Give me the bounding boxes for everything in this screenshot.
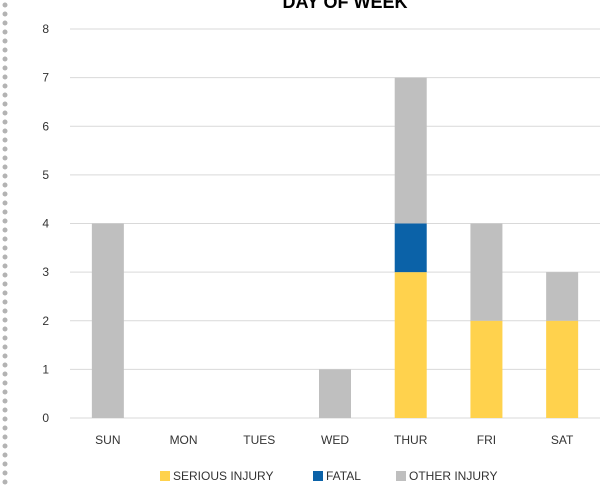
border-dot	[2, 155, 8, 161]
dotted-border-decoration	[2, 2, 8, 485]
border-dot	[2, 236, 8, 242]
border-dot	[2, 425, 8, 431]
border-dot	[2, 191, 8, 197]
border-dot	[2, 398, 8, 404]
bar-segment-serious-injury	[470, 320, 503, 418]
x-tick-label: FRI	[477, 433, 496, 447]
border-dot	[2, 146, 8, 152]
y-tick-label: 3	[42, 265, 49, 279]
border-dot	[2, 290, 8, 296]
border-dot	[2, 380, 8, 386]
border-dot	[2, 92, 8, 98]
bar-segment-serious-injury	[394, 272, 427, 418]
border-dot	[2, 362, 8, 368]
border-dot	[2, 29, 8, 35]
legend-swatch	[396, 471, 406, 481]
border-dot	[2, 353, 8, 359]
y-tick-label: 6	[42, 119, 49, 133]
border-dot	[2, 173, 8, 179]
border-dot	[2, 443, 8, 449]
border-dot	[2, 272, 8, 278]
border-dot	[2, 119, 8, 125]
border-dot	[2, 281, 8, 287]
y-tick-label: 8	[42, 22, 49, 36]
x-tick-label: SUN	[95, 433, 120, 447]
border-dot	[2, 371, 8, 377]
x-tick-label: SAT	[551, 433, 574, 447]
y-tick-label: 5	[42, 168, 49, 182]
bar-segment-fatal	[394, 223, 427, 273]
bar-segment-serious-injury	[546, 320, 579, 418]
border-dot	[2, 209, 8, 215]
y-tick-label: 2	[42, 314, 49, 328]
border-dot	[2, 110, 8, 116]
border-dot	[2, 461, 8, 467]
border-dot	[2, 38, 8, 44]
y-axis-tick-labels: 0 1 2 3 4 5 6 7 8	[42, 22, 49, 425]
border-dot	[2, 11, 8, 17]
border-dot	[2, 164, 8, 170]
border-dot	[2, 56, 8, 62]
y-tick-label: 1	[42, 362, 49, 376]
border-dot	[2, 470, 8, 476]
x-tick-label: MON	[170, 433, 198, 447]
border-dot	[2, 254, 8, 260]
border-dot	[2, 218, 8, 224]
border-dot	[2, 74, 8, 80]
border-dot	[2, 335, 8, 341]
bar-segment-other-injury	[91, 223, 124, 418]
y-tick-label: 0	[42, 411, 49, 425]
x-tick-label: THUR	[394, 433, 428, 447]
x-tick-label: TUES	[243, 433, 275, 447]
legend: SERIOUS INJURY FATAL OTHER INJURY	[160, 469, 497, 483]
border-dot	[2, 479, 8, 485]
border-dot	[2, 389, 8, 395]
border-dot	[2, 101, 8, 107]
y-tick-label: 7	[42, 71, 49, 85]
border-dot	[2, 2, 8, 8]
border-dot	[2, 182, 8, 188]
border-dot	[2, 128, 8, 134]
border-dot	[2, 263, 8, 269]
border-dot	[2, 47, 8, 53]
border-dot	[2, 452, 8, 458]
border-dot	[2, 245, 8, 251]
bars	[91, 77, 579, 418]
gridlines	[70, 28, 600, 419]
border-dot	[2, 200, 8, 206]
bar-segment-other-injury	[546, 272, 579, 321]
border-dot	[2, 416, 8, 422]
legend-swatch	[313, 471, 323, 481]
border-dot	[2, 65, 8, 71]
border-dot	[2, 344, 8, 350]
legend-swatch	[160, 471, 170, 481]
border-dot	[2, 20, 8, 26]
bar-segment-other-injury	[319, 369, 351, 418]
legend-label: FATAL	[326, 469, 361, 483]
border-dot	[2, 407, 8, 413]
legend-label: SERIOUS INJURY	[173, 469, 273, 483]
border-dot	[2, 308, 8, 314]
border-dot	[2, 227, 8, 233]
x-tick-label: WED	[321, 433, 349, 447]
border-dot	[2, 434, 8, 440]
border-dot	[2, 299, 8, 305]
legend-label: OTHER INJURY	[409, 469, 497, 483]
y-tick-label: 4	[42, 217, 49, 231]
chart-title: DAY OF WEEK	[282, 0, 407, 12]
border-dot	[2, 83, 8, 89]
bar-segment-other-injury	[470, 223, 503, 321]
border-dot	[2, 137, 8, 143]
x-axis-tick-labels: SUN MON TUES WED THUR FRI SAT	[95, 433, 574, 447]
border-dot	[2, 317, 8, 323]
border-dot	[2, 326, 8, 332]
bar-segment-other-injury	[394, 77, 427, 224]
